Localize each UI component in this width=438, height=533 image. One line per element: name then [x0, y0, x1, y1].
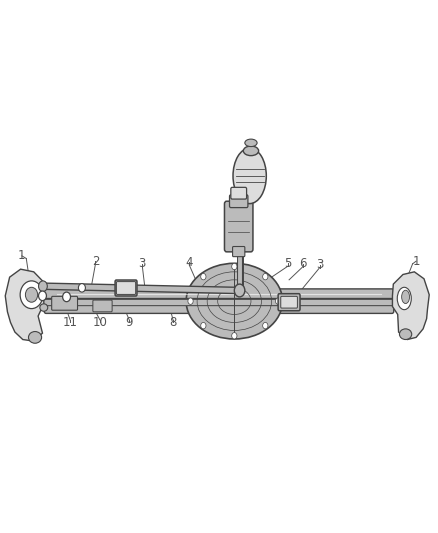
Text: 3: 3	[139, 257, 146, 270]
Circle shape	[232, 263, 237, 270]
FancyBboxPatch shape	[233, 246, 245, 257]
Text: 6: 6	[299, 257, 307, 270]
Circle shape	[39, 281, 47, 292]
Circle shape	[201, 322, 206, 329]
Circle shape	[20, 281, 43, 309]
Text: 2: 2	[92, 255, 99, 268]
Circle shape	[188, 298, 193, 304]
Text: 8: 8	[170, 316, 177, 329]
Text: 11: 11	[63, 316, 78, 329]
Circle shape	[63, 292, 71, 302]
Polygon shape	[392, 272, 429, 340]
FancyBboxPatch shape	[52, 296, 78, 310]
Text: 3: 3	[316, 259, 323, 271]
FancyBboxPatch shape	[230, 195, 248, 208]
FancyBboxPatch shape	[231, 188, 247, 199]
Ellipse shape	[245, 139, 257, 147]
Circle shape	[263, 273, 268, 280]
Circle shape	[39, 291, 46, 301]
Circle shape	[78, 284, 85, 292]
Text: 1: 1	[412, 255, 420, 268]
Ellipse shape	[402, 290, 410, 304]
Circle shape	[276, 298, 281, 304]
Circle shape	[263, 322, 268, 329]
FancyBboxPatch shape	[225, 201, 253, 252]
FancyBboxPatch shape	[281, 296, 297, 308]
Text: 5: 5	[285, 257, 292, 270]
Text: 1: 1	[18, 249, 26, 262]
FancyBboxPatch shape	[117, 281, 136, 294]
Text: 9: 9	[125, 316, 133, 329]
Text: 10: 10	[92, 316, 107, 329]
Circle shape	[234, 284, 245, 297]
FancyBboxPatch shape	[44, 289, 394, 313]
FancyBboxPatch shape	[93, 300, 112, 312]
Polygon shape	[5, 269, 44, 341]
Ellipse shape	[233, 148, 266, 204]
Text: 4: 4	[185, 256, 193, 269]
FancyBboxPatch shape	[278, 294, 300, 311]
Circle shape	[25, 287, 38, 302]
Ellipse shape	[399, 329, 412, 340]
Ellipse shape	[28, 332, 42, 343]
FancyBboxPatch shape	[115, 280, 137, 296]
Circle shape	[201, 273, 206, 280]
Ellipse shape	[40, 304, 48, 311]
Circle shape	[232, 333, 237, 339]
Ellipse shape	[186, 263, 283, 339]
Ellipse shape	[244, 146, 258, 156]
Text: 7: 7	[413, 313, 421, 326]
Ellipse shape	[397, 287, 411, 310]
